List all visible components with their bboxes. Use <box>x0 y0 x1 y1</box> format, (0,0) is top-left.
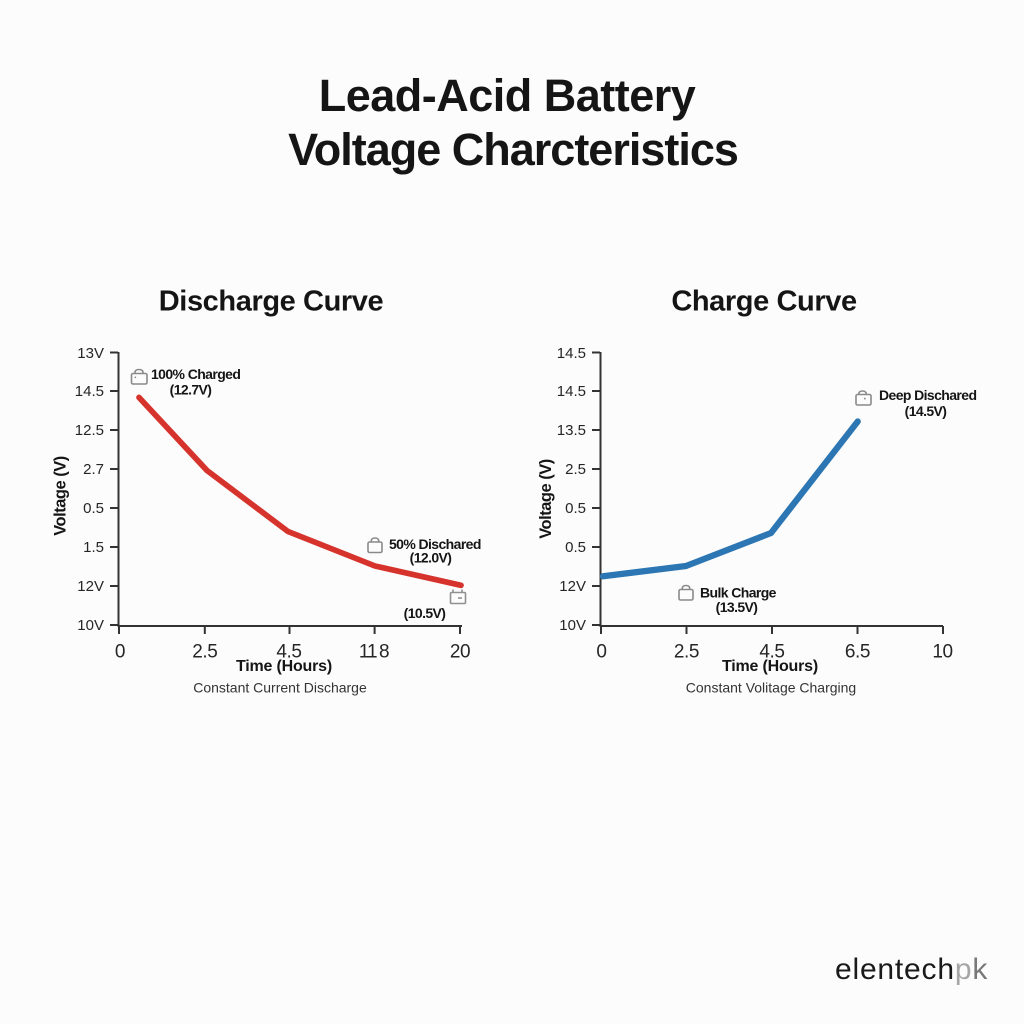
svg-text:14.5: 14.5 <box>557 383 586 400</box>
svg-text:Voltage (V): Voltage (V) <box>51 456 69 535</box>
svg-text:20: 20 <box>450 642 470 663</box>
svg-text:118: 11 8 <box>359 642 389 663</box>
svg-text:Charge Curve: Charge Curve <box>671 286 857 318</box>
svg-text:10: 10 <box>932 642 952 663</box>
svg-text:12V: 12V <box>77 578 104 595</box>
svg-text:10V: 10V <box>559 617 586 634</box>
svg-text:(13.5V): (13.5V) <box>716 599 758 615</box>
svg-text:13.5: 13.5 <box>557 422 586 439</box>
svg-text:4.5: 4.5 <box>276 642 301 663</box>
svg-text:Voltage Charcteristics: Voltage Charcteristics <box>288 124 738 175</box>
svg-text:0.5: 0.5 <box>83 500 104 517</box>
svg-text:Deep Dischared: Deep Dischared <box>879 387 976 403</box>
svg-text:4.5: 4.5 <box>759 642 784 663</box>
svg-text:2.7: 2.7 <box>83 461 104 478</box>
svg-text:10V: 10V <box>77 617 104 634</box>
svg-text:12V: 12V <box>559 578 586 595</box>
svg-text:Time (Hours): Time (Hours) <box>722 658 818 675</box>
svg-text:(10.5V): (10.5V) <box>404 605 446 621</box>
svg-text:6.5: 6.5 <box>845 642 870 663</box>
svg-text:Time (Hours): Time (Hours) <box>236 658 332 675</box>
svg-text:12.5: 12.5 <box>75 422 104 439</box>
svg-text:Voltage (V): Voltage (V) <box>537 459 555 538</box>
svg-text:Lead-Acid Battery: Lead-Acid Battery <box>319 70 696 121</box>
svg-text:0: 0 <box>115 642 125 663</box>
svg-text:14.5: 14.5 <box>75 383 104 400</box>
svg-text:1.5: 1.5 <box>83 539 104 556</box>
svg-text:2.5: 2.5 <box>565 461 586 478</box>
svg-text:0.5: 0.5 <box>565 539 586 556</box>
svg-text:(12.7V): (12.7V) <box>170 382 212 398</box>
svg-text:(12.0V): (12.0V) <box>410 550 452 566</box>
svg-text:elentechpk: elentechpk <box>835 953 988 986</box>
svg-text:100% Charged: 100% Charged <box>151 366 240 382</box>
svg-text:13V: 13V <box>77 345 104 362</box>
svg-text:0.5: 0.5 <box>565 500 586 517</box>
svg-text:Discharge Curve: Discharge Curve <box>159 286 384 318</box>
svg-text:Constant Current Discharge: Constant Current Discharge <box>193 680 367 696</box>
svg-text:14.5: 14.5 <box>557 345 586 362</box>
svg-text:0: 0 <box>596 642 606 663</box>
svg-text:Constant Volitage Charging: Constant Volitage Charging <box>686 680 856 696</box>
svg-text:2.5: 2.5 <box>192 642 217 663</box>
svg-text:50% Dischared: 50% Dischared <box>389 536 481 552</box>
svg-text:Bulk Charge: Bulk Charge <box>700 585 777 601</box>
svg-text:2.5: 2.5 <box>674 642 699 663</box>
svg-text:(14.5V): (14.5V) <box>905 403 947 419</box>
